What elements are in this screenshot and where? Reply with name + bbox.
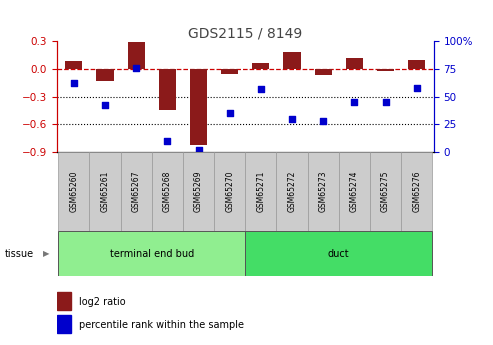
- Point: [288, 116, 296, 121]
- Bar: [252, 62, 269, 69]
- Text: GSM65261: GSM65261: [101, 171, 109, 212]
- Bar: [183, 152, 214, 231]
- Text: tissue: tissue: [5, 249, 34, 258]
- Bar: [245, 152, 277, 231]
- Bar: [308, 152, 339, 231]
- Bar: [121, 152, 152, 231]
- Text: terminal end bud: terminal end bud: [109, 249, 194, 258]
- Text: GSM65270: GSM65270: [225, 171, 234, 212]
- Text: ▶: ▶: [43, 249, 49, 258]
- Bar: [57, 292, 71, 310]
- Bar: [283, 51, 301, 69]
- Point: [70, 81, 78, 86]
- Point: [319, 118, 327, 124]
- Text: GSM65273: GSM65273: [318, 171, 328, 212]
- Text: GSM65275: GSM65275: [381, 171, 390, 212]
- Point: [163, 138, 171, 144]
- Bar: [377, 69, 394, 71]
- Bar: [65, 61, 82, 69]
- Text: GSM65269: GSM65269: [194, 171, 203, 212]
- Bar: [152, 152, 183, 231]
- Bar: [408, 60, 425, 69]
- Text: percentile rank within the sample: percentile rank within the sample: [79, 320, 244, 330]
- Point: [101, 103, 109, 108]
- Bar: [97, 69, 113, 81]
- Point: [195, 147, 203, 152]
- Bar: [370, 152, 401, 231]
- Point: [226, 110, 234, 116]
- Text: log2 ratio: log2 ratio: [79, 297, 126, 307]
- Bar: [58, 152, 89, 231]
- Bar: [245, 231, 432, 276]
- Text: GSM65272: GSM65272: [287, 171, 296, 212]
- Bar: [339, 152, 370, 231]
- Bar: [58, 231, 245, 276]
- Bar: [221, 69, 238, 73]
- Point: [132, 65, 140, 71]
- Point: [351, 99, 358, 105]
- Bar: [159, 69, 176, 110]
- Bar: [277, 152, 308, 231]
- Text: duct: duct: [328, 249, 350, 258]
- Point: [413, 85, 421, 90]
- Bar: [190, 69, 207, 145]
- Point: [257, 86, 265, 92]
- Bar: [89, 152, 121, 231]
- Text: GSM65268: GSM65268: [163, 171, 172, 212]
- Bar: [128, 42, 145, 69]
- Point: [382, 99, 389, 105]
- Text: GSM65274: GSM65274: [350, 171, 359, 212]
- Text: GSM65276: GSM65276: [412, 171, 421, 212]
- Bar: [214, 152, 245, 231]
- Text: GSM65267: GSM65267: [132, 171, 141, 212]
- Bar: [57, 315, 71, 333]
- Bar: [401, 152, 432, 231]
- Bar: [315, 69, 332, 76]
- Bar: [346, 58, 363, 69]
- Text: GSM65260: GSM65260: [70, 171, 78, 212]
- Title: GDS2115 / 8149: GDS2115 / 8149: [188, 26, 302, 40]
- Text: GSM65271: GSM65271: [256, 171, 265, 212]
